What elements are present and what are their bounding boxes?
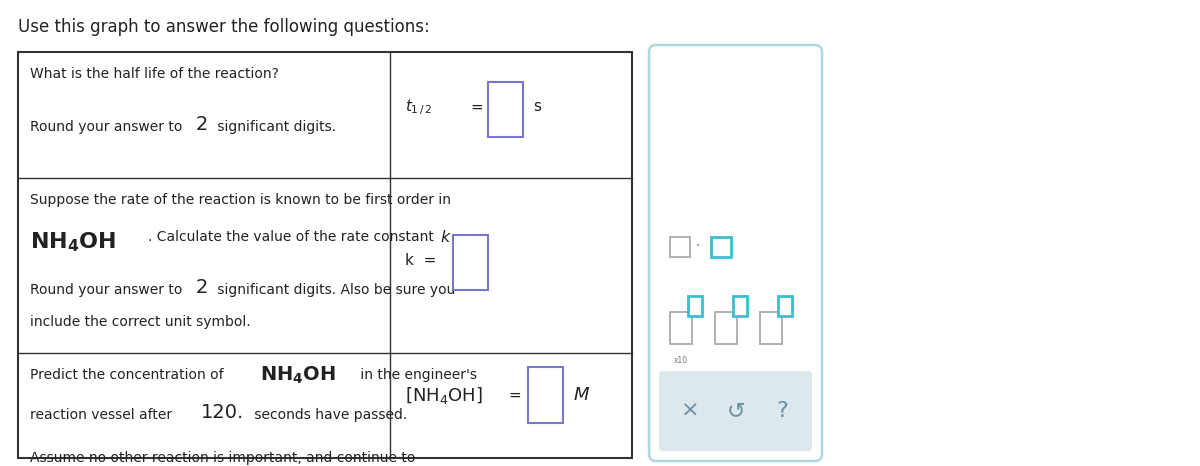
Bar	[454, 235, 488, 290]
Text: Predict the concentration of: Predict the concentration of	[30, 368, 228, 382]
Text: s: s	[533, 100, 541, 115]
Text: =: =	[508, 388, 521, 403]
Text: ×: ×	[680, 401, 700, 421]
Text: Suppose the rate of the reaction is known to be first order in: Suppose the rate of the reaction is know…	[30, 193, 451, 207]
Bar	[670, 237, 690, 257]
Text: ?: ?	[776, 401, 788, 421]
Text: . Calculate the value of the rate constant: . Calculate the value of the rate consta…	[148, 230, 438, 244]
Text: 120.: 120.	[202, 403, 245, 422]
Text: Round your answer to: Round your answer to	[30, 120, 187, 134]
Bar	[715, 312, 737, 344]
Text: Use this graph to answer the following questions:: Use this graph to answer the following q…	[18, 18, 430, 36]
Text: $\mathbf{NH_4OH}$: $\mathbf{NH_4OH}$	[260, 365, 336, 386]
Bar	[528, 368, 563, 424]
Text: significant digits. Also be sure you: significant digits. Also be sure you	[214, 283, 455, 297]
Bar	[688, 296, 702, 316]
Text: 2: 2	[196, 278, 209, 297]
Bar	[760, 312, 782, 344]
Text: What is the half life of the reaction?: What is the half life of the reaction?	[30, 67, 278, 81]
Text: x10: x10	[674, 356, 688, 365]
Text: .: .	[456, 230, 461, 244]
FancyBboxPatch shape	[649, 45, 822, 461]
Bar	[778, 296, 792, 316]
Text: 2: 2	[196, 115, 209, 134]
Text: reaction vessel after: reaction vessel after	[30, 408, 176, 422]
Bar	[710, 237, 731, 257]
Text: $M$: $M$	[572, 386, 590, 404]
Text: significant digits.: significant digits.	[214, 120, 336, 134]
Text: $\left[\mathrm{NH_4OH}\right]$: $\left[\mathrm{NH_4OH}\right]$	[406, 385, 482, 406]
Text: k  =: k =	[406, 253, 437, 268]
Bar	[733, 296, 746, 316]
Text: =: =	[470, 100, 482, 115]
Text: ·: ·	[695, 238, 701, 256]
Text: Assume no other reaction is important, and continue to: Assume no other reaction is important, a…	[30, 451, 415, 465]
Text: seconds have passed.: seconds have passed.	[250, 408, 407, 422]
Text: $t_{1 \, / \, 2}$: $t_{1 \, / \, 2}$	[406, 97, 432, 117]
Text: ↺: ↺	[727, 401, 745, 421]
Text: Round your answer to: Round your answer to	[30, 283, 187, 297]
Text: $\mathbf{NH_4OH}$: $\mathbf{NH_4OH}$	[30, 230, 116, 254]
Bar	[488, 82, 523, 137]
Text: in the engineer's: in the engineer's	[356, 368, 478, 382]
Bar	[670, 312, 692, 344]
Bar	[18, 52, 632, 458]
Text: $k$: $k$	[440, 229, 451, 245]
FancyBboxPatch shape	[659, 371, 812, 451]
Text: include the correct unit symbol.: include the correct unit symbol.	[30, 315, 251, 329]
